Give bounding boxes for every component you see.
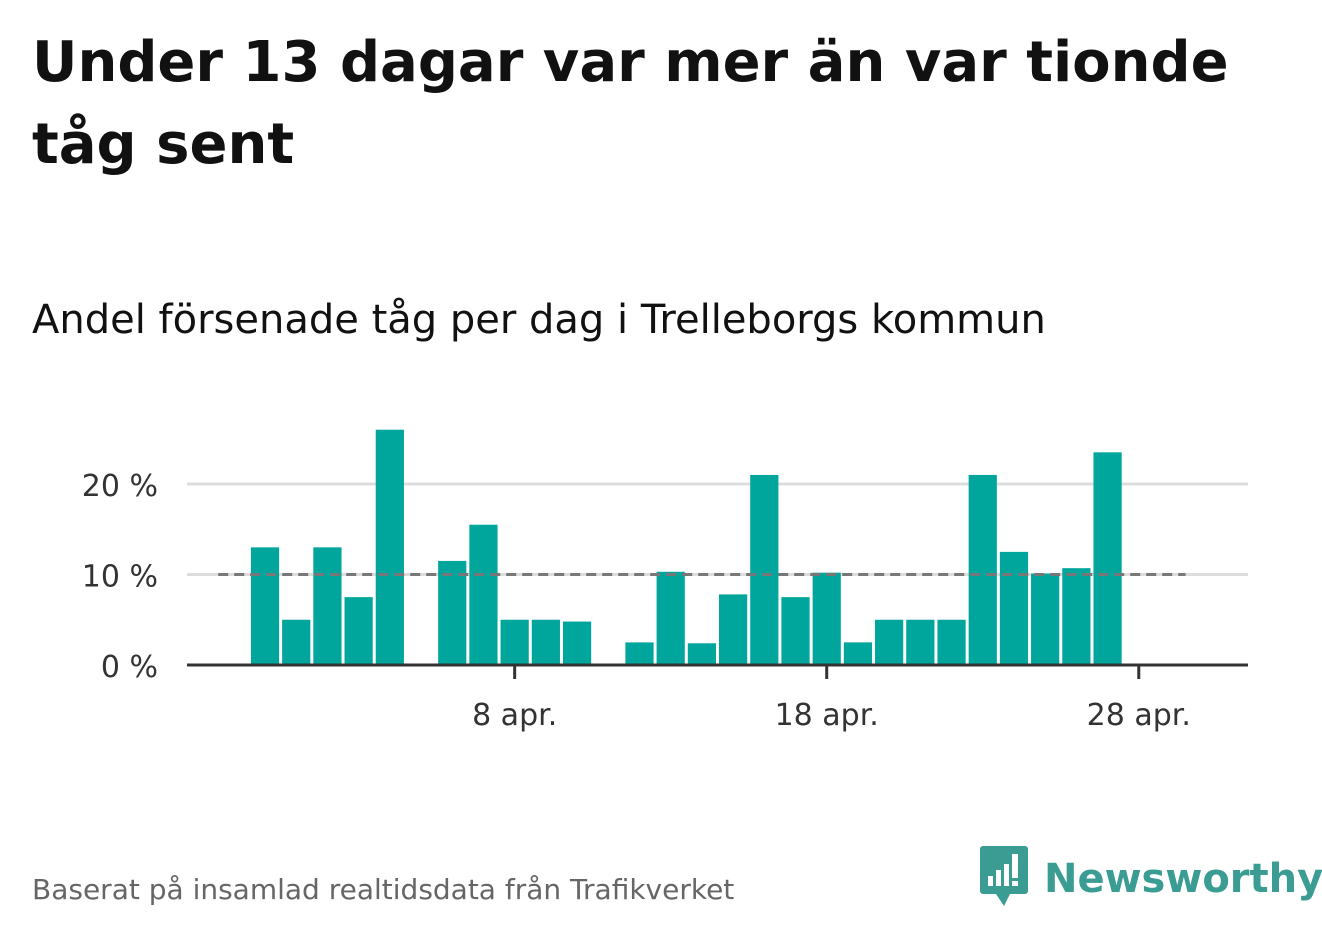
bar <box>469 524 498 665</box>
bar <box>250 547 280 665</box>
brand-name: Newsworthy <box>1044 856 1322 902</box>
bar <box>531 619 560 665</box>
bar <box>562 621 592 665</box>
newsworthy-logo-icon <box>980 846 1028 912</box>
grid-lines <box>187 482 1248 576</box>
bar <box>968 474 997 665</box>
brand-logo: Newsworthy <box>980 846 1322 912</box>
bar <box>750 474 779 665</box>
x-tick-label: 28 apr. <box>1087 698 1191 733</box>
bar <box>282 619 311 665</box>
bar <box>843 642 873 665</box>
bar <box>999 551 1029 665</box>
bar <box>937 619 966 665</box>
bar <box>313 547 342 665</box>
bar <box>1062 568 1091 665</box>
chart-subtitle: Andel försenade tåg per dag i Trelleborg… <box>32 297 1046 343</box>
bar <box>625 642 654 665</box>
bar <box>500 619 529 665</box>
bars <box>250 429 1122 665</box>
bar <box>906 619 935 665</box>
bar <box>1093 452 1122 665</box>
bar <box>875 619 904 665</box>
y-tick-label: 0 % <box>101 650 158 685</box>
bar-chart: 0 % 10 % 20 % 8 apr. 18 apr. 28 apr. <box>82 429 1248 733</box>
bar <box>438 560 467 665</box>
y-tick-label: 10 % <box>82 560 158 595</box>
bar <box>1031 573 1060 665</box>
y-tick-label: 20 % <box>82 469 158 504</box>
x-tick-label: 8 apr. <box>472 698 557 733</box>
bar <box>719 594 748 665</box>
source-note: Baserat på insamlad realtidsdata från Tr… <box>32 873 735 906</box>
chart-title: Under 13 dagar var mer än var tionde tåg… <box>32 30 1229 177</box>
axes: 0 % 10 % 20 % 8 apr. 18 apr. 28 apr. <box>82 469 1248 733</box>
x-tick-label: 18 apr. <box>775 698 879 733</box>
bar <box>344 597 373 665</box>
bar <box>687 643 716 665</box>
bar <box>781 597 810 665</box>
bar <box>656 571 685 665</box>
bar <box>375 429 404 665</box>
bar <box>812 572 841 665</box>
